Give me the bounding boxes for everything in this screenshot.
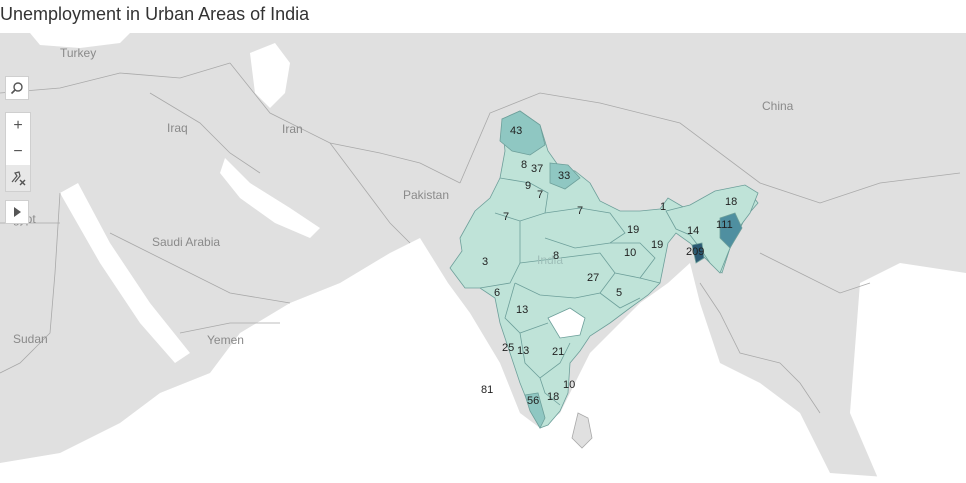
region-label-tamil-nadu[interactable]: 18 xyxy=(547,391,559,403)
search-button[interactable] xyxy=(5,76,29,100)
country-label-yemen: Yemen xyxy=(207,333,244,347)
state-kerala[interactable] xyxy=(524,392,546,429)
region-label-chandigarh[interactable]: 37 xyxy=(531,163,543,175)
state-borders xyxy=(479,177,661,406)
sri-lanka xyxy=(571,412,593,449)
caspian-sea xyxy=(250,43,290,108)
state-tripura[interactable] xyxy=(691,242,705,264)
region-label-uttarakhand[interactable]: 33 xyxy=(558,170,570,182)
pin-reset-icon xyxy=(11,171,26,186)
page-title: Unemployment in Urban Areas of India xyxy=(0,4,310,24)
country-label-pakistan: Pakistan xyxy=(403,188,449,202)
region-label-goa[interactable]: 25 xyxy=(502,342,514,354)
region-label-himachal-pradesh[interactable]: 8 xyxy=(521,159,527,171)
play-icon xyxy=(14,207,21,217)
region-label-puducherry[interactable]: 10 xyxy=(563,379,575,391)
zoom-controls: + − xyxy=(5,112,31,192)
country-borders xyxy=(0,62,961,414)
region-label-gujarat[interactable]: 3 xyxy=(482,256,488,268)
region-label-daman-diu[interactable]: 6 xyxy=(494,287,500,299)
region-label-lakshadweep[interactable]: 81 xyxy=(481,384,493,396)
region-label-karnataka[interactable]: 13 xyxy=(517,345,529,357)
region-label-uttar-pradesh[interactable]: 7 xyxy=(577,205,583,217)
persian-gulf xyxy=(220,158,320,238)
india-northeast[interactable] xyxy=(665,184,759,274)
region-label-odisha[interactable]: 5 xyxy=(616,287,622,299)
search-icon xyxy=(10,82,23,95)
region-label-sikkim[interactable]: 1 xyxy=(660,201,666,213)
reset-map-button[interactable] xyxy=(6,165,30,191)
zoom-in-button[interactable]: + xyxy=(6,113,30,139)
state-jammu-kashmir[interactable] xyxy=(499,110,546,156)
region-label-haryana[interactable]: 7 xyxy=(537,189,543,201)
black-sea xyxy=(30,33,130,48)
region-label-arunachal-pradesh[interactable]: 18 xyxy=(725,196,737,208)
region-label-bihar[interactable]: 19 xyxy=(627,224,639,236)
region-label-maharashtra[interactable]: 13 xyxy=(516,304,528,316)
region-label-jharkhand[interactable]: 10 xyxy=(624,247,636,259)
region-label-andhra-pradesh[interactable]: 21 xyxy=(552,346,564,358)
region-label-jammu-kashmir[interactable]: 43 xyxy=(510,125,522,137)
map-view[interactable]: Turkey Iraq Iran Egypt Saudi Arabia Paki… xyxy=(0,33,966,483)
region-label-meghalaya[interactable]: 14 xyxy=(687,225,699,237)
country-label-china: China xyxy=(762,99,794,113)
map-canvas[interactable]: Turkey Iraq Iran Egypt Saudi Arabia Paki… xyxy=(0,33,966,483)
india-shape[interactable] xyxy=(449,110,759,429)
country-label-turkey: Turkey xyxy=(60,46,96,60)
expand-toolbar-button[interactable] xyxy=(5,200,29,224)
region-label-kerala[interactable]: 56 xyxy=(527,395,539,407)
region-label-rajasthan[interactable]: 7 xyxy=(503,211,509,223)
south-china-sea xyxy=(850,263,966,483)
country-label-india: India xyxy=(537,253,563,267)
country-label-saudi-arabia: Saudi Arabia xyxy=(152,235,220,249)
region-label-madhya-pradesh[interactable]: 8 xyxy=(553,250,559,262)
country-label-sudan: Sudan xyxy=(13,332,48,346)
state-nagaland[interactable] xyxy=(719,212,743,249)
map-toolbar: + − xyxy=(5,76,31,224)
zoom-out-button[interactable]: − xyxy=(6,139,30,165)
region-label-tripura[interactable]: 209 xyxy=(686,246,704,258)
country-label-iran: Iran xyxy=(282,122,303,136)
region-label-chhattisgarh[interactable]: 27 xyxy=(587,272,599,284)
state-uttarakhand[interactable] xyxy=(549,162,581,190)
region-label-west-bengal[interactable]: 19 xyxy=(651,239,663,251)
region-unfilled xyxy=(547,307,586,339)
region-label-punjab[interactable]: 9 xyxy=(525,180,531,192)
red-sea xyxy=(60,183,190,363)
region-label-nagaland[interactable]: 111 xyxy=(716,219,733,231)
arabian-sea xyxy=(0,238,966,483)
country-label-iraq: Iraq xyxy=(167,121,188,135)
